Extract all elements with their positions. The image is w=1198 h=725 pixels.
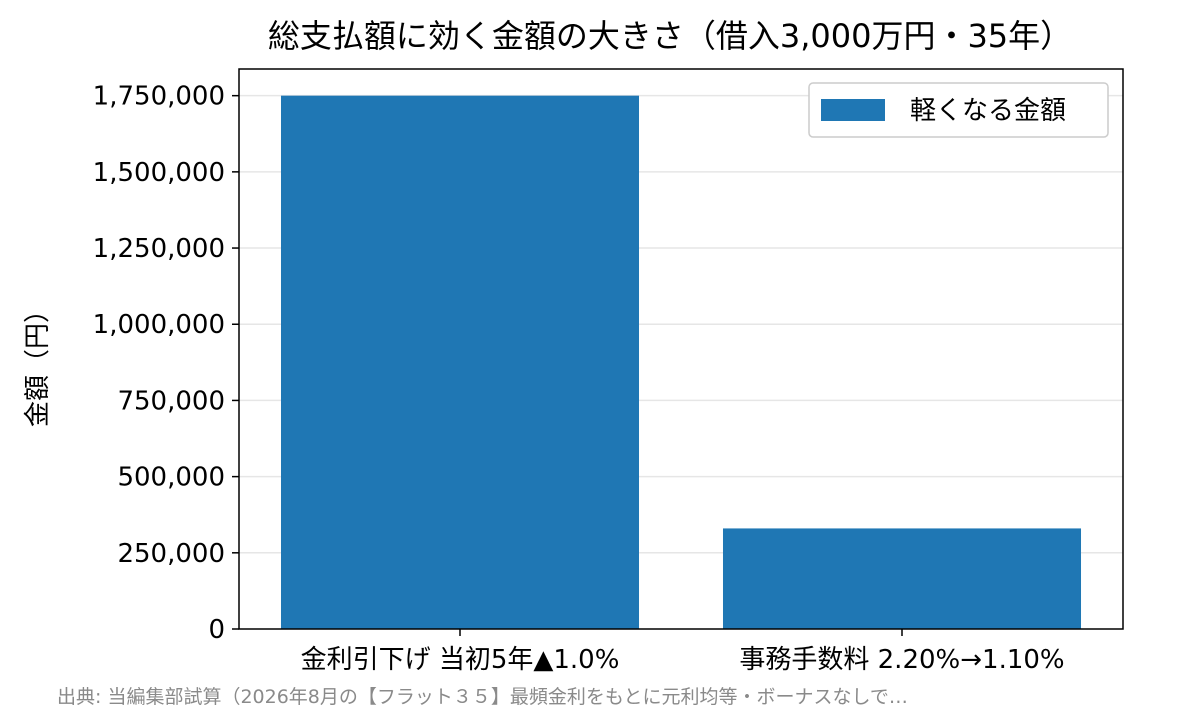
y-tick-label: 750,000 [117,386,225,416]
y-tick-label: 1,000,000 [93,310,225,340]
legend: 軽くなる金額 [808,82,1109,138]
legend-label: 軽くなる金額 [910,96,1066,126]
legend-frame [808,82,1109,138]
source-note: 出典: 当編集部試算（2026年8月の【フラット３５】最頻金利をもとに元利均等・… [57,686,908,708]
chart-title: 総支払額に効く金額の大きさ（借入3,000万円・35年） [268,17,1072,55]
y-tick-label: 1,750,000 [93,82,225,112]
x-tick-label: 事務手数料 2.20%→1.10% [739,645,1064,675]
y-tick-label: 1,500,000 [93,158,225,188]
x-axis-ticks: 金利引下げ 当初5年▲1.0% 事務手数料 2.20%→1.10% [301,629,1065,675]
x-tick-label: 金利引下げ 当初5年▲1.0% [301,645,620,675]
bar [280,95,640,629]
bar [722,528,1082,629]
legend-swatch [821,99,885,121]
plot-frame [238,68,1124,630]
y-tick-label: 250,000 [117,539,225,569]
y-tick-label: 500,000 [117,463,225,493]
y-tick-label: 1,250,000 [93,234,225,264]
y-tick-label: 0 [208,615,225,645]
bars [280,95,1082,629]
y-axis-ticks: 0 250,000 500,000 750,000 1,000,000 1,250,000… [93,82,239,645]
y-axis-label: 金額（円） [23,297,53,427]
